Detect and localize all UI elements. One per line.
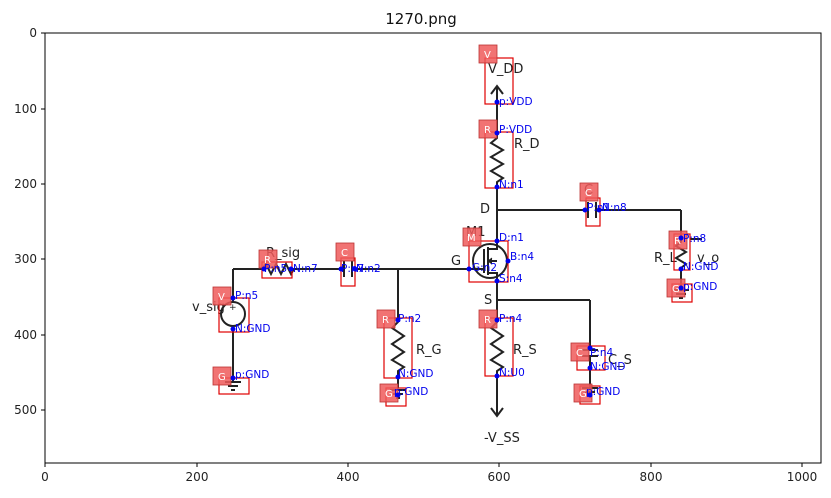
axes-frame [44,32,822,464]
pin-label: p:VDD [499,96,533,108]
component-tag: C [341,248,348,259]
plot-area: 0 200 400 600 800 1000 0 100 200 300 400… [14,26,822,484]
pin-label: N:GND [590,361,625,373]
pin-label: p:GND [394,386,428,398]
y-tick-label: 0 [29,26,37,40]
y-tick-label: 200 [14,177,37,191]
component-annotation: R P:n8 N:GND [668,230,718,273]
component-tag: R [264,255,271,266]
component-tag: G [579,389,587,400]
pin-label: N:n7 [293,263,318,275]
component-tag: C [576,348,583,359]
x-tick-label: 200 [186,470,209,484]
pin-label: P:n5 [264,263,287,275]
component-annotation: G p:GND [212,366,269,395]
component-tag: V [218,292,225,303]
vss-label: -V_SS [484,431,520,446]
component-annotation: G p:GND [379,383,428,407]
component-tag: G [218,372,226,383]
component-annotation: G p:GND [573,383,620,405]
pin-label: G:n2 [472,262,497,274]
y-axis: 0 100 200 300 400 500 [14,26,45,417]
component-annotation: C P:n4 N:GND [570,342,625,373]
x-tick-label: 600 [488,470,511,484]
pin-label: P:n5 [235,290,258,302]
y-tick-label: 300 [14,252,37,266]
component-tag: C [585,188,592,199]
component-annotation: C P:n7 N:n2 [335,242,381,287]
pin-label: P:VDD [499,124,532,136]
component-annotation: V p:VDD [478,44,533,108]
pin-label: B:n4 [510,251,534,263]
pin-label: S:n4 [499,273,523,285]
pin-label: p:GND [683,281,717,293]
component-tag: G [385,389,393,400]
source-label: S [484,293,492,308]
component-tag: G [672,284,680,295]
component-annotation: R P:n2 N:GND [376,309,433,380]
pin-label: P:n4 [590,347,614,359]
pin-label: P:n8 [683,233,706,245]
x-tick-label: 0 [41,470,49,484]
component-annotation: C P:n1 N:n8 [579,182,627,227]
pin-label: p:GND [586,386,620,398]
x-tick-label: 400 [337,470,360,484]
component-annotation: M D:n1 G:n2 B:n4 S:n4 [462,227,534,285]
pin-label: N:GND [235,323,270,335]
component-annotation: R P:VDD N:n1 [478,119,532,191]
vdd-label: V_DD [488,62,523,77]
component-annotation: R P:n4 N:U0 [478,309,525,379]
drain-label: D [480,202,490,217]
rd-label: R_D [514,137,540,152]
rl-label: R_L [654,251,678,266]
rg-label: R_G [416,343,442,358]
pin-label: P:n4 [499,313,523,325]
pin-label: N:U0 [499,367,525,379]
pin-label: N:n8 [602,202,627,214]
x-axis: 0 200 400 600 800 1000 [41,463,817,484]
y-tick-label: 400 [14,328,37,342]
component-annotation: V P:n5 N:GND [212,286,270,335]
vo-label: v_o [697,251,719,266]
cs-label: C_S [608,353,632,368]
component-tag: R [484,125,491,136]
component-tag: R [382,315,389,326]
gate-label: G [451,254,461,269]
x-tick-label: 1000 [787,470,818,484]
annotations: V p:VDD R P:VDD N:n1 C P:n1 [212,44,718,407]
pin-label: D:n1 [499,232,524,244]
pin-label: N:n1 [499,179,524,191]
pin-label: N:GND [683,261,718,273]
component-tag: M [467,233,476,244]
y-tick-label: 500 [14,403,37,417]
y-tick-label: 100 [14,102,37,116]
component-annotation: R P:n5 N:n7 [258,249,318,279]
x-tick-label: 800 [640,470,663,484]
rs-label: R_S [513,343,537,358]
component-annotation: G p:GND [666,278,717,303]
pin-label: p:GND [235,369,269,381]
pin-label: N:n2 [356,263,381,275]
pin-label: N:GND [398,368,433,380]
pin-label: P:n2 [398,313,421,325]
component-tag: V [484,50,491,61]
figure-title: 1270.png [385,10,457,28]
component-tag: R [674,236,681,247]
component-tag: R [484,315,491,326]
svg-text:+: + [229,303,237,313]
